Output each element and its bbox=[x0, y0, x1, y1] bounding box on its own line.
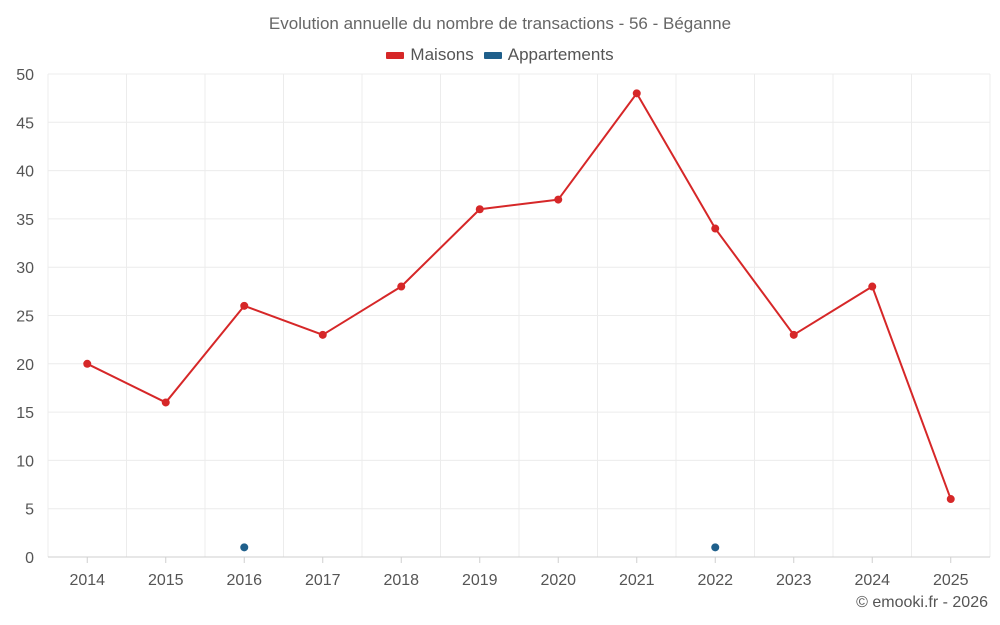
data-point-maisons-2015 bbox=[161, 398, 170, 407]
y-tick-label: 25 bbox=[16, 309, 34, 326]
series-line-maisons bbox=[86, 92, 952, 500]
y-tick-label: 15 bbox=[16, 405, 34, 422]
x-tick-label: 2017 bbox=[305, 572, 341, 589]
x-tick-label: 2025 bbox=[933, 572, 969, 589]
x-tick-label: 2019 bbox=[462, 572, 498, 589]
legend-label-appartements: Appartements bbox=[507, 45, 614, 64]
legend-item-maisons[interactable]: Maisons bbox=[386, 45, 474, 65]
legend-item-appartements[interactable]: Appartements bbox=[483, 45, 614, 65]
data-point-maisons-2024 bbox=[868, 282, 877, 291]
data-point-maisons-2014 bbox=[83, 359, 92, 368]
data-point-maisons-2022 bbox=[711, 224, 720, 233]
y-tick-label: 40 bbox=[16, 164, 34, 181]
x-tick-label: 2016 bbox=[226, 572, 262, 589]
data-point-appartements-2022 bbox=[711, 543, 720, 552]
x-tick-label: 2018 bbox=[383, 572, 419, 589]
legend-swatch-maisons bbox=[386, 51, 405, 59]
legend-label-maisons: Maisons bbox=[410, 45, 474, 64]
y-tick-label: 20 bbox=[16, 357, 34, 374]
x-tick-label: 2024 bbox=[854, 572, 890, 589]
y-tick-label: 0 bbox=[25, 550, 34, 567]
x-tick-label: 2015 bbox=[148, 572, 184, 589]
x-tick-label: 2022 bbox=[697, 572, 733, 589]
chart-title: Evolution annuelle du nombre de transact… bbox=[268, 14, 732, 33]
legend: Maisons Appartements bbox=[0, 45, 1000, 65]
data-point-maisons-2018 bbox=[397, 282, 406, 291]
y-tick-label: 30 bbox=[16, 260, 34, 277]
y-tick-label: 10 bbox=[16, 453, 34, 470]
credit-text: © emooki.fr - 2026 bbox=[856, 594, 988, 611]
grid bbox=[47, 73, 991, 557]
y-tick-label: 5 bbox=[25, 502, 34, 519]
data-point-maisons-2019 bbox=[475, 205, 484, 214]
x-tick-label: 2020 bbox=[540, 572, 576, 589]
data-point-maisons-2020 bbox=[554, 195, 563, 204]
x-tick-label: 2021 bbox=[619, 572, 655, 589]
data-point-maisons-2016 bbox=[240, 301, 249, 310]
y-tick-label: 45 bbox=[16, 115, 34, 132]
data-point-maisons-2017 bbox=[318, 330, 327, 339]
y-tick-label: 50 bbox=[16, 67, 34, 84]
data-point-maisons-2021 bbox=[632, 89, 641, 98]
x-tick-label: 2023 bbox=[776, 572, 812, 589]
data-point-appartements-2016 bbox=[240, 543, 249, 552]
series-layer bbox=[83, 89, 955, 552]
data-point-maisons-2023 bbox=[789, 330, 798, 339]
x-tick-label: 2014 bbox=[69, 572, 105, 589]
data-point-maisons-2025 bbox=[946, 495, 955, 504]
y-tick-label: 35 bbox=[16, 212, 34, 229]
legend-swatch-appartements bbox=[483, 51, 502, 59]
